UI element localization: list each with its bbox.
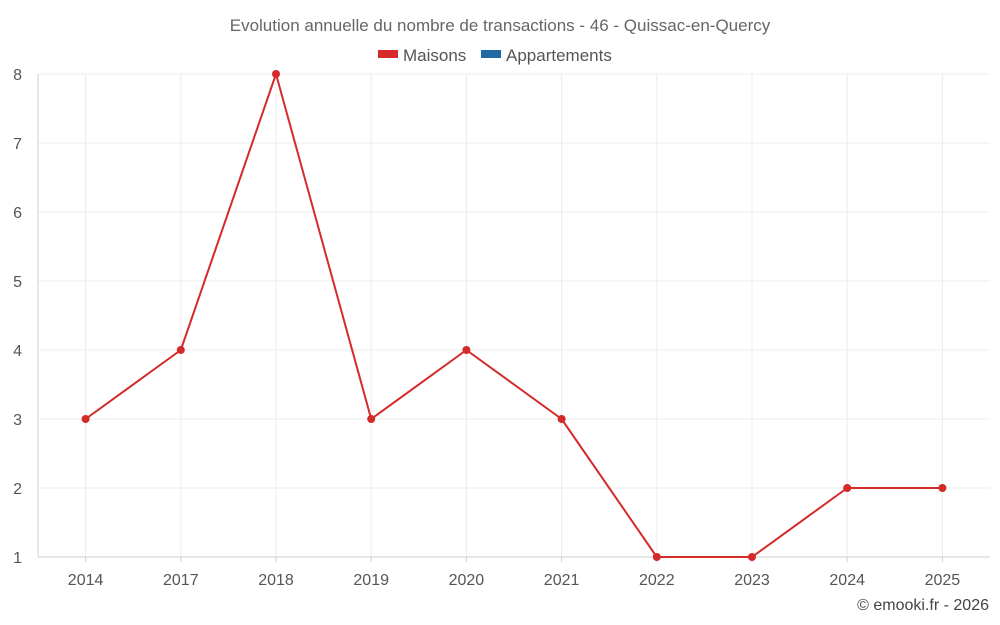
legend-swatch-maisons[interactable]	[378, 50, 398, 58]
data-series	[81, 70, 947, 561]
data-point-maisons-2021[interactable]	[557, 415, 566, 423]
y-tick-label: 6	[13, 205, 22, 222]
x-tick-label: 2025	[925, 572, 961, 589]
data-point-maisons-2018[interactable]	[272, 70, 280, 78]
x-tick-label: 2021	[544, 572, 580, 589]
chart-title: Evolution annuelle du nombre de transact…	[230, 16, 771, 35]
y-tick-label: 1	[13, 550, 22, 567]
data-point-maisons-2020[interactable]	[462, 346, 471, 354]
y-tick-label: 7	[13, 136, 22, 153]
legend-label-appartements[interactable]: Appartements	[506, 46, 612, 65]
x-tick-label: 2024	[829, 572, 865, 589]
y-tick-label: 4	[13, 343, 22, 360]
y-tick-label: 5	[13, 274, 22, 291]
x-tick-label: 2019	[353, 572, 389, 589]
grid-lines	[38, 73, 990, 557]
data-point-maisons-2017[interactable]	[176, 346, 185, 354]
data-point-maisons-2014[interactable]	[81, 415, 90, 423]
axes	[37, 74, 990, 558]
legend-swatch-appartements[interactable]	[481, 50, 501, 58]
y-tick-label: 3	[13, 412, 22, 429]
data-point-maisons-2023[interactable]	[748, 553, 756, 561]
x-axis-ticks: 2014 2017 2018 2019 2020 2021 2022 2023 2024 2025	[68, 557, 960, 589]
series-line-maisons	[85, 73, 943, 558]
data-point-maisons-2022[interactable]	[652, 553, 661, 561]
legend-label-maisons[interactable]: Maisons	[403, 46, 466, 65]
x-tick-label: 2022	[639, 572, 675, 589]
data-point-maisons-2024[interactable]	[843, 484, 852, 492]
x-tick-label: 2020	[449, 572, 485, 589]
data-point-maisons-2019[interactable]	[367, 415, 376, 423]
data-point-maisons-2025[interactable]	[938, 484, 947, 492]
x-tick-label: 2018	[258, 572, 294, 589]
credit-text: © emooki.fr - 2026	[857, 597, 989, 614]
y-axis-ticks: 1 2 3 4 5 6 7 8	[13, 67, 22, 567]
y-tick-label: 2	[13, 481, 22, 498]
y-tick-label: 8	[13, 67, 22, 84]
x-tick-label: 2017	[163, 572, 199, 589]
x-tick-label: 2014	[68, 572, 104, 589]
chart-legend: Maisons Appartements	[378, 46, 612, 65]
x-tick-label: 2023	[734, 572, 770, 589]
